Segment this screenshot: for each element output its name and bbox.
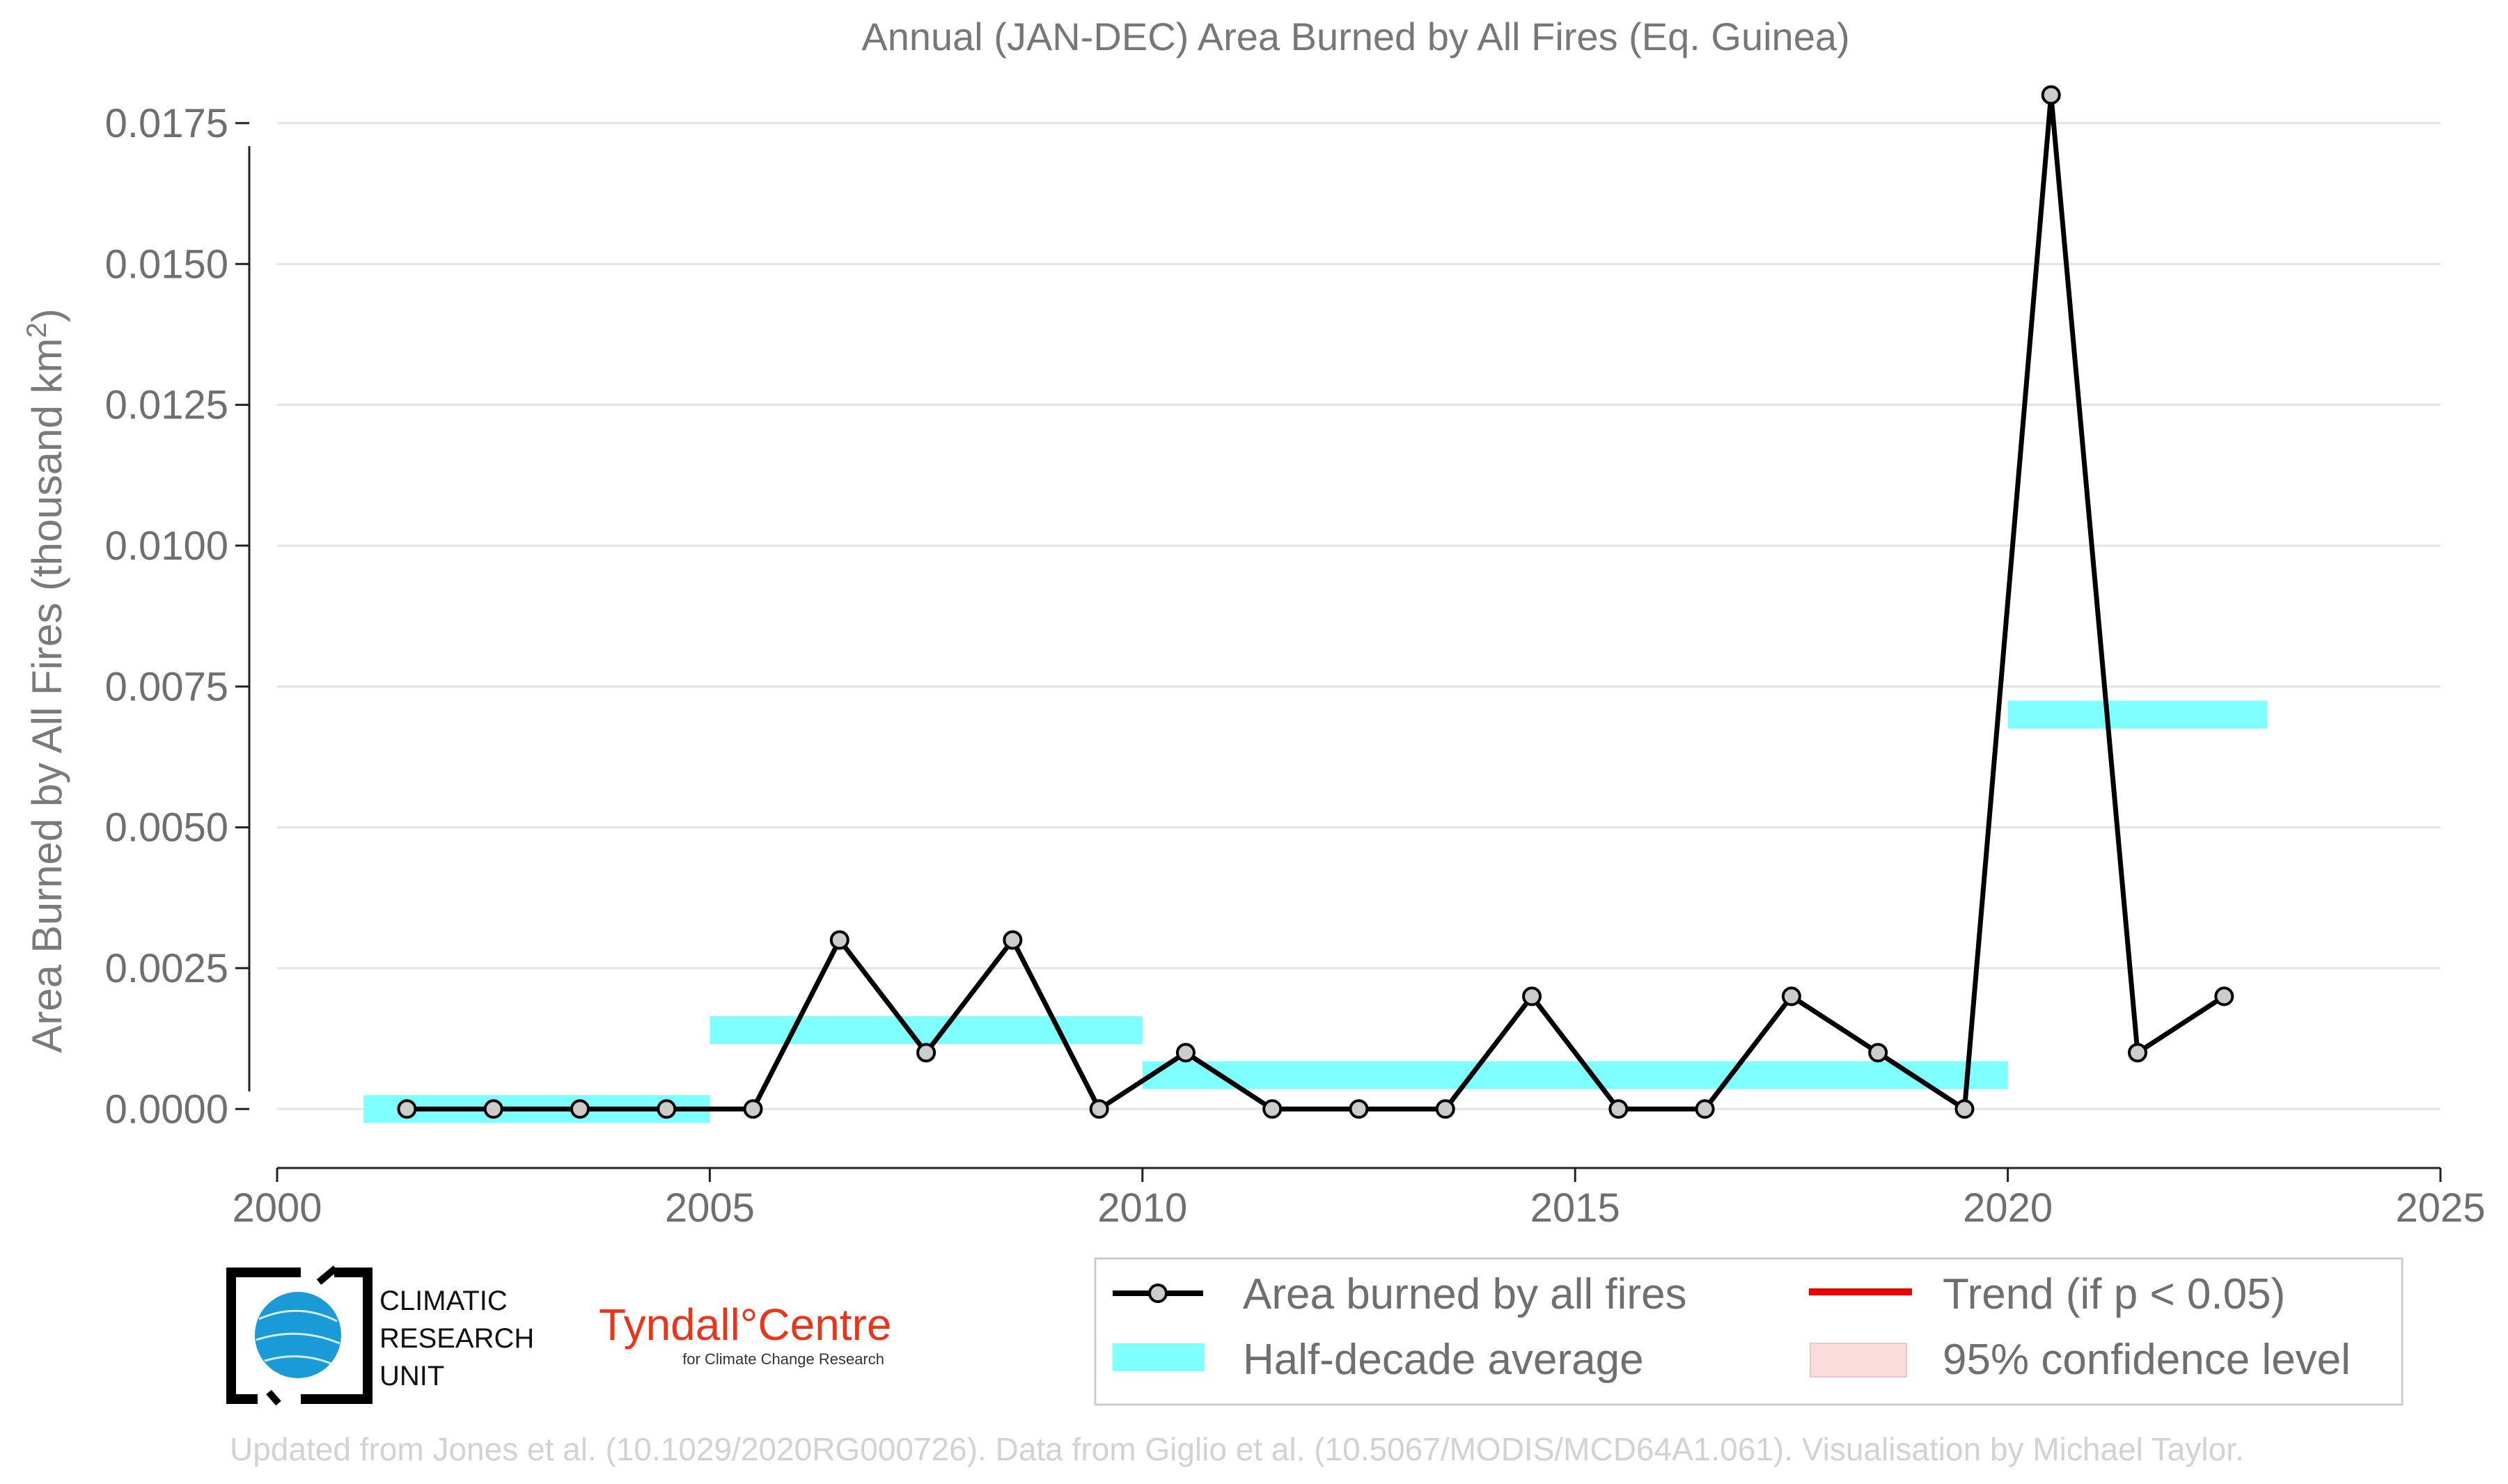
legend-label-confidence: 95% confidence level [1943, 1336, 2351, 1384]
cru-bracket-right [301, 1268, 373, 1404]
data-point [2041, 85, 2061, 105]
chart-title: Annual (JAN-DEC) Area Burned by All Fire… [861, 15, 1849, 58]
gridlines [277, 122, 2440, 1110]
y-tick-label: 0.0025 [105, 946, 228, 991]
legend-label-half-decade: Half-decade average [1243, 1336, 1644, 1384]
cru-slash-bottom [266, 1389, 281, 1406]
legend: Area burned by all fires Trend (if p < 0… [1094, 1257, 2404, 1406]
x-tick-label: 2010 [1097, 1185, 1187, 1231]
data-point [1089, 1099, 1109, 1119]
x-axis: 2000 2005 2010 2015 2020 2025 [232, 1167, 2486, 1231]
y-tick-label: 0.0150 [105, 242, 228, 287]
data-point [829, 930, 849, 950]
x-tick-label: 2025 [2395, 1185, 2485, 1231]
x-tick-label: 2020 [1963, 1185, 2053, 1231]
tyndall-sub-text: for Climate Change Research [682, 1350, 884, 1368]
data-point [2214, 986, 2234, 1007]
data-point [1435, 1099, 1455, 1119]
legend-label-trend: Trend (if p < 0.05) [1943, 1270, 2285, 1318]
legend-label-area: Area burned by all fires [1243, 1270, 1687, 1318]
cru-slash [316, 1265, 338, 1285]
half-decade-band [710, 1016, 1143, 1044]
credits: Updated from Jones et al. (10.1029/2020R… [230, 1431, 2244, 1467]
legend-swatch-area-marker [1148, 1284, 1168, 1303]
legend-swatch-half-decade [1113, 1343, 1205, 1371]
y-axis: 0.0000 0.0025 0.0050 0.0075 0.0100 0.0125 0.01… [105, 101, 251, 1132]
cru-logo: CLIMATIC RESEARCH UNIT [226, 1265, 534, 1406]
data-point [1522, 986, 1542, 1007]
globe-lines [256, 1309, 340, 1366]
y-tick-label: 0.0125 [105, 383, 228, 428]
data-point [1781, 986, 1801, 1007]
data-point [1175, 1043, 1196, 1063]
data-series [397, 85, 2234, 1119]
y-axis-label-text: Area Burned by All Fires (thousand km [24, 338, 70, 1053]
data-point [483, 1099, 503, 1119]
data-point [1695, 1099, 1715, 1119]
half-decade-bands [363, 700, 2268, 1123]
y-axis-label: Area Burned by All Fires (thousand km2) [22, 308, 70, 1052]
cru-line-3: UNIT [379, 1361, 444, 1391]
tyndall-logo: Tyndall°Centre for Climate Change Resear… [599, 1300, 891, 1368]
x-tick-label: 2015 [1530, 1185, 1620, 1231]
data-point [1349, 1099, 1369, 1119]
cru-bracket-left [226, 1268, 301, 1404]
half-decade-band [2007, 700, 2268, 729]
y-tick-label: 0.0175 [105, 101, 228, 146]
data-point [2128, 1043, 2148, 1063]
data-point [657, 1099, 677, 1119]
y-axis-label-superscript: 2 [22, 322, 52, 338]
data-point [916, 1043, 936, 1063]
y-tick-label: 0.0000 [105, 1087, 228, 1132]
data-point [1262, 1099, 1283, 1119]
legend-box [1094, 1257, 2404, 1406]
y-tick-label: 0.0050 [105, 805, 228, 851]
data-point [1003, 930, 1023, 950]
legend-swatch-confidence [1810, 1343, 1907, 1378]
data-point [743, 1099, 763, 1119]
y-tick-label: 0.0100 [105, 523, 228, 569]
half-decade-band [1142, 1061, 2008, 1089]
data-point [570, 1099, 590, 1119]
tyndall-main-text: Tyndall°Centre [599, 1300, 891, 1350]
y-tick-label: 0.0075 [105, 664, 228, 709]
data-point [1868, 1043, 1888, 1063]
cru-line-2: RESEARCH [379, 1323, 534, 1354]
x-tick-label: 2000 [232, 1185, 322, 1231]
x-tick-label: 2005 [665, 1185, 755, 1231]
data-point [397, 1099, 417, 1119]
data-point [1608, 1099, 1629, 1119]
data-point [1954, 1099, 1975, 1119]
series-line [407, 92, 2226, 1112]
y-axis-label-close: ) [24, 308, 70, 322]
cru-line-1: CLIMATIC [379, 1286, 508, 1316]
globe-icon [255, 1292, 341, 1378]
